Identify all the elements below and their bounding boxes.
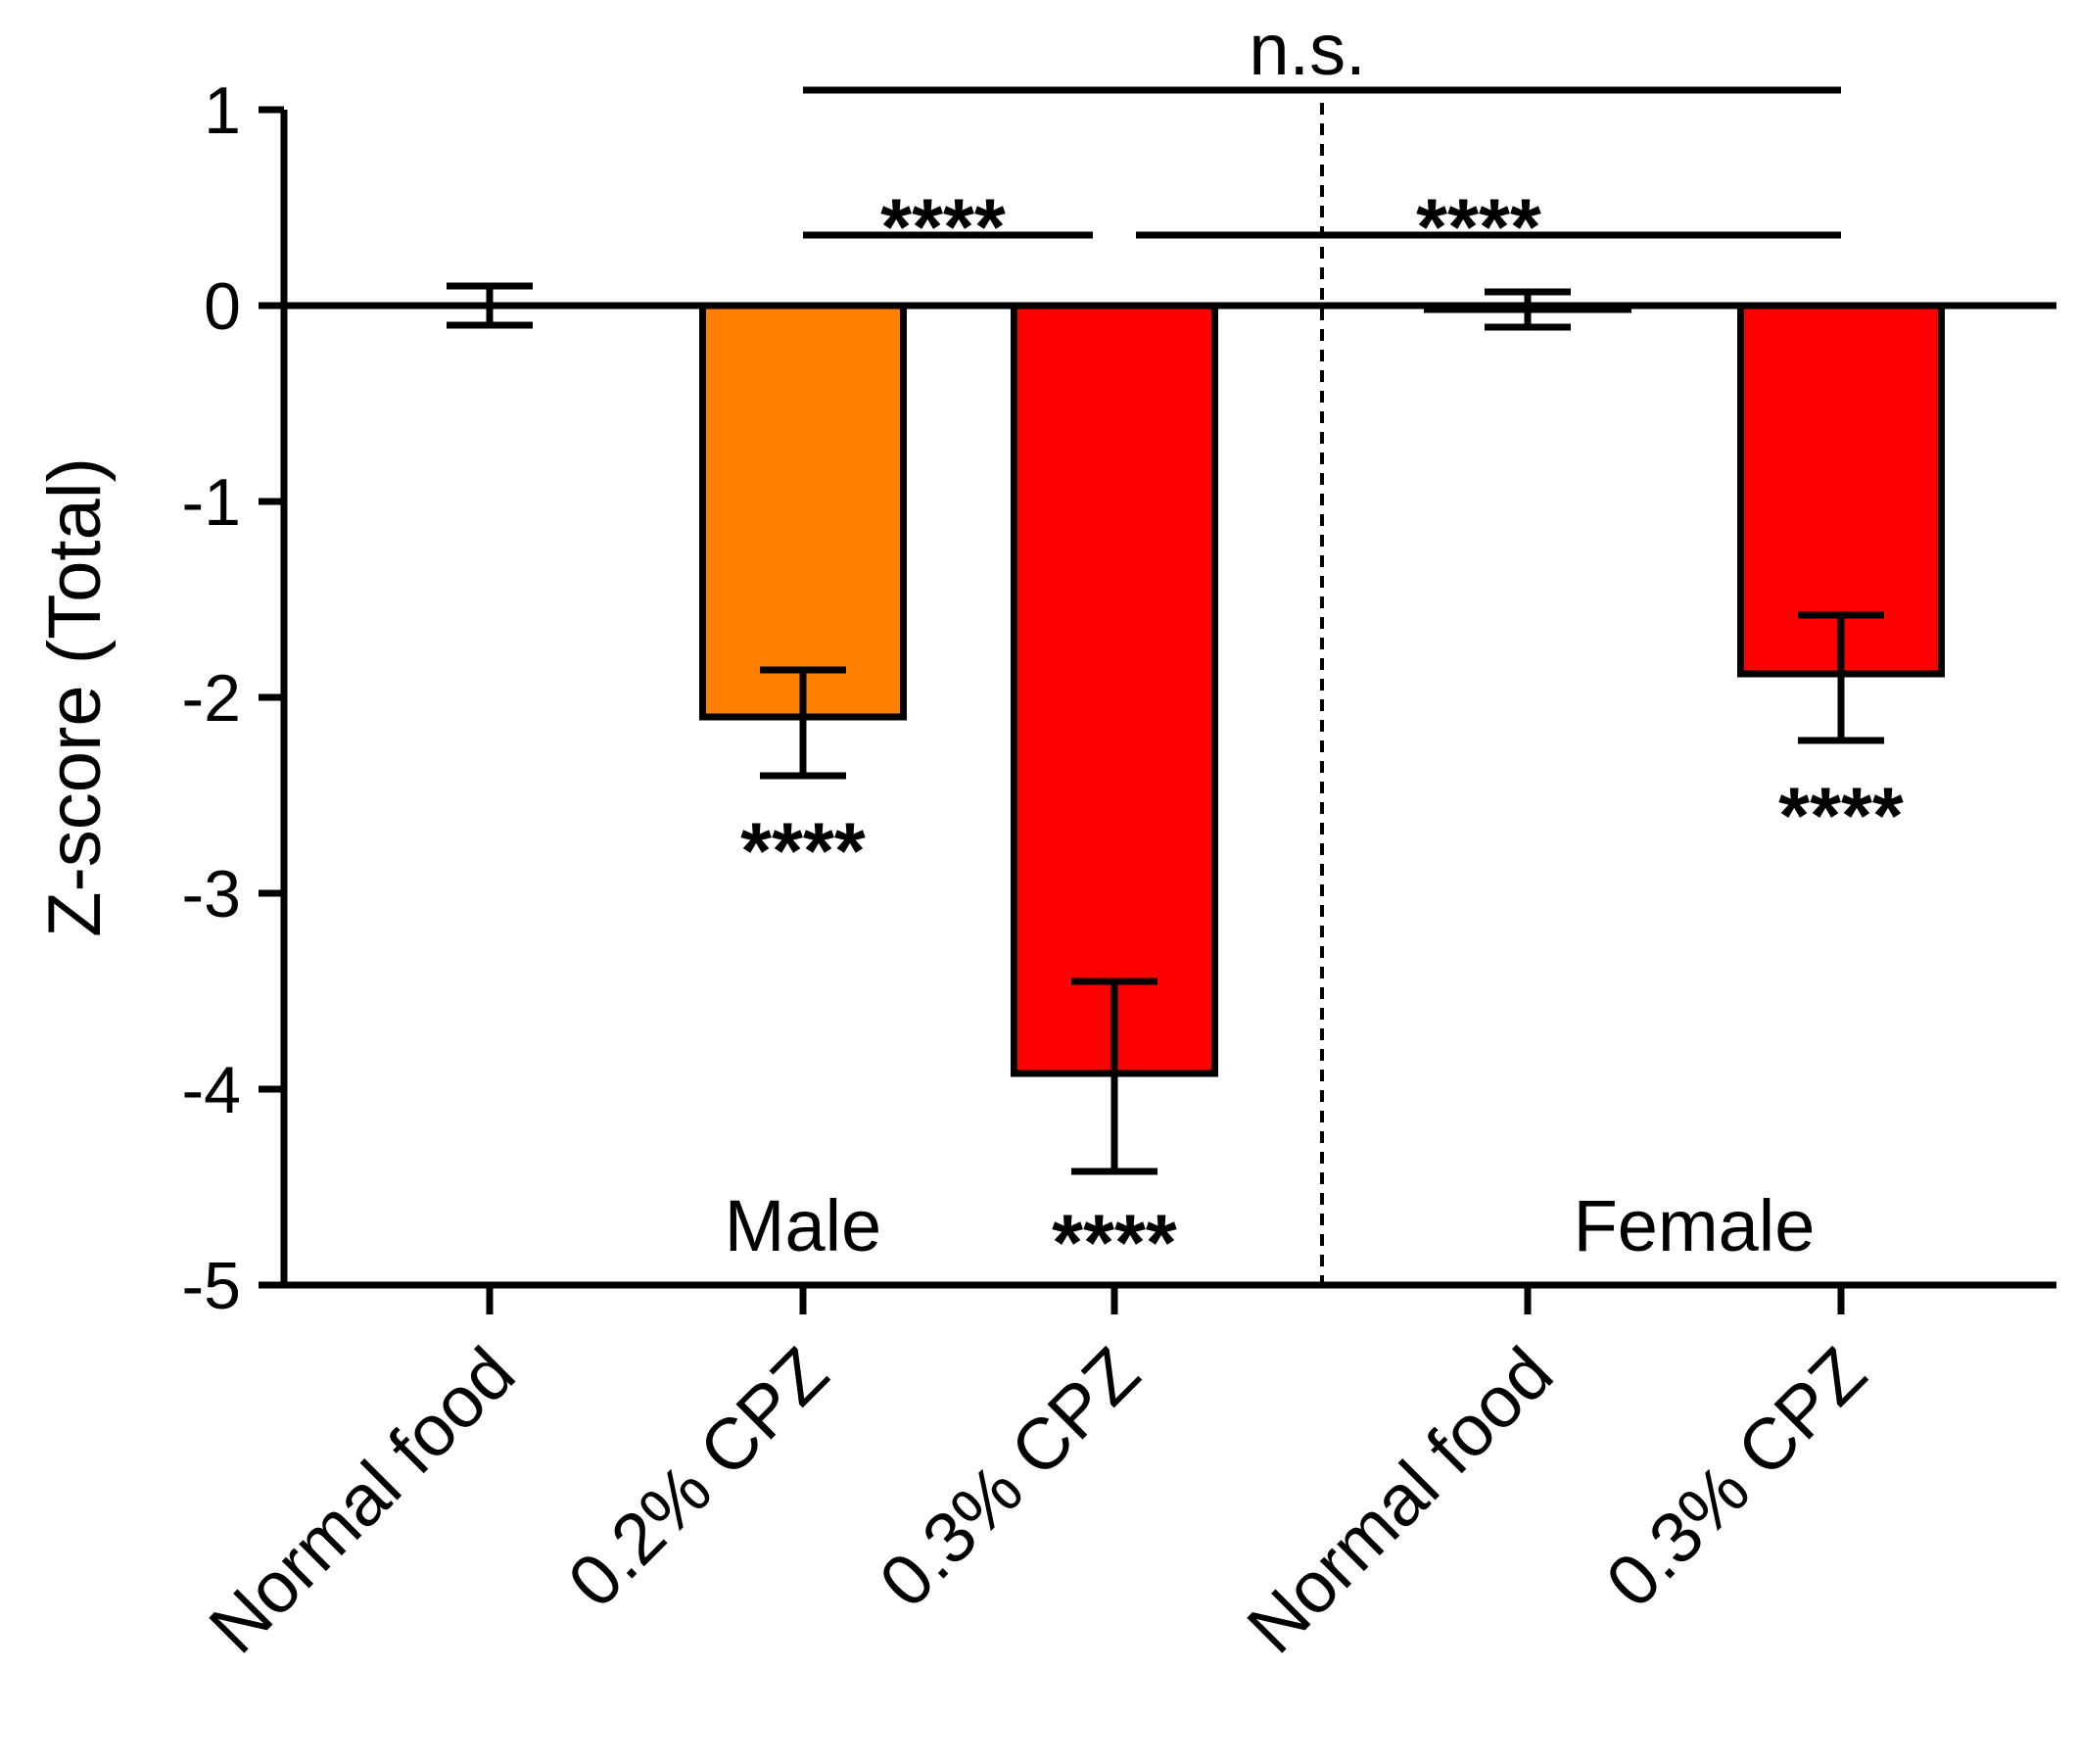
bar-2 [1011, 302, 1218, 1077]
y-tick-label: 1 [204, 73, 241, 148]
significance-marker: **** [1778, 772, 1904, 861]
y-tick-label: -2 [182, 661, 241, 736]
x-tick-label: Normal food [194, 1332, 531, 1669]
group-label: Female [1574, 1185, 1816, 1266]
comparison-label: **** [880, 183, 1006, 272]
y-axis-title: Z-score (Total) [33, 457, 117, 937]
x-tick-label: 0.3% CPZ [864, 1332, 1155, 1623]
x-tick-label: 0.3% CPZ [1590, 1332, 1881, 1623]
x-tick-label: 0.2% CPZ [552, 1332, 843, 1623]
x-tick-label: Normal food [1232, 1332, 1569, 1669]
significance-marker: **** [1052, 1199, 1177, 1288]
significance-marker: **** [740, 807, 866, 896]
comparison-label: **** [1416, 183, 1541, 272]
bar-1 [699, 302, 907, 721]
comparison-label: n.s. [1249, 9, 1365, 90]
y-tick-label: 0 [204, 269, 241, 344]
group-label: Male [725, 1185, 881, 1266]
y-tick-label: -3 [182, 857, 241, 931]
y-tick-label: -4 [182, 1053, 241, 1127]
y-tick-label: -1 [182, 465, 241, 540]
y-tick-label: -5 [182, 1249, 241, 1323]
